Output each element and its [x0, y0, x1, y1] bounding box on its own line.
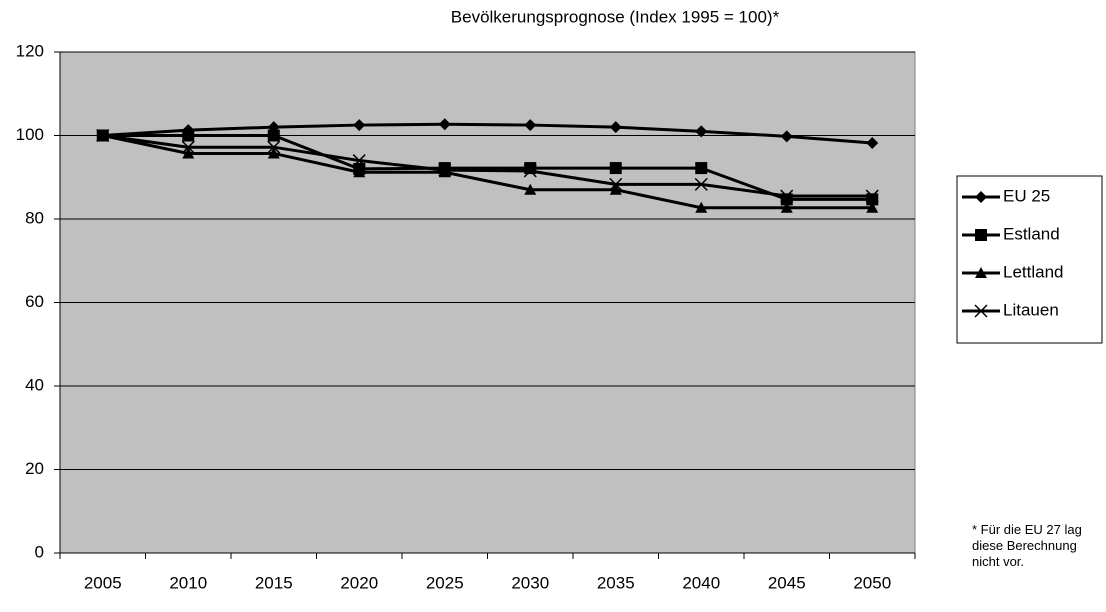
y-tick-label: 120	[16, 41, 44, 60]
point	[694, 177, 708, 191]
y-tick-label: 100	[16, 125, 44, 144]
point	[523, 164, 537, 178]
x-tick-label: 2005	[84, 573, 122, 592]
y-tick-label: 80	[25, 208, 44, 227]
y-tick-label: 0	[35, 542, 44, 561]
point	[609, 162, 622, 175]
legend-marker	[974, 304, 988, 318]
x-tick-label: 2010	[169, 573, 207, 592]
legend-label: Litauen	[1003, 300, 1059, 319]
point	[866, 201, 879, 213]
point	[182, 147, 195, 159]
x-tick-label: 2015	[255, 573, 293, 592]
point	[96, 128, 110, 143]
legend-label: Estland	[1003, 224, 1060, 243]
point	[353, 119, 366, 132]
y-tick-label: 60	[25, 292, 44, 311]
y-tick-label: 20	[25, 459, 44, 478]
legend-marker	[975, 267, 987, 278]
series-line	[102, 134, 873, 201]
chart-title: Bevölkerungsprognose (Index 1995 = 100)*	[451, 7, 780, 26]
point	[438, 118, 451, 131]
legend-label: EU 25	[1003, 186, 1050, 205]
point	[609, 177, 623, 191]
point	[695, 125, 708, 138]
point	[267, 129, 280, 142]
legend-box	[956, 175, 1103, 344]
y-tick-label: 40	[25, 375, 44, 394]
x-tick-label: 2040	[682, 573, 720, 592]
legend-label: Lettland	[1003, 262, 1064, 281]
point	[524, 119, 537, 132]
point	[609, 121, 622, 134]
point	[438, 163, 452, 177]
point	[352, 154, 366, 168]
x-tick-label: 2020	[340, 573, 378, 592]
x-tick-label: 2025	[426, 573, 464, 592]
point	[780, 201, 793, 213]
point	[609, 183, 622, 195]
x-tick-label: 2030	[511, 573, 549, 592]
point	[353, 166, 366, 178]
point	[182, 129, 195, 142]
series-line	[102, 122, 873, 145]
series-line	[102, 134, 873, 210]
point	[524, 183, 537, 195]
x-tick-label: 2045	[768, 573, 806, 592]
point	[780, 189, 794, 203]
point	[438, 166, 451, 178]
point	[267, 140, 281, 154]
x-tick-label: 2035	[597, 573, 635, 592]
x-tick-label: 2050	[853, 573, 891, 592]
point	[866, 137, 879, 150]
point	[780, 130, 793, 143]
point	[181, 140, 195, 154]
series-line	[102, 134, 873, 198]
legend-marker	[975, 191, 987, 203]
point	[695, 201, 708, 213]
point	[865, 189, 879, 203]
point	[267, 147, 280, 159]
footnote: * Für die EU 27 lag diese Berechnung nic…	[972, 522, 1082, 569]
legend-marker	[975, 229, 987, 241]
point	[695, 162, 708, 175]
